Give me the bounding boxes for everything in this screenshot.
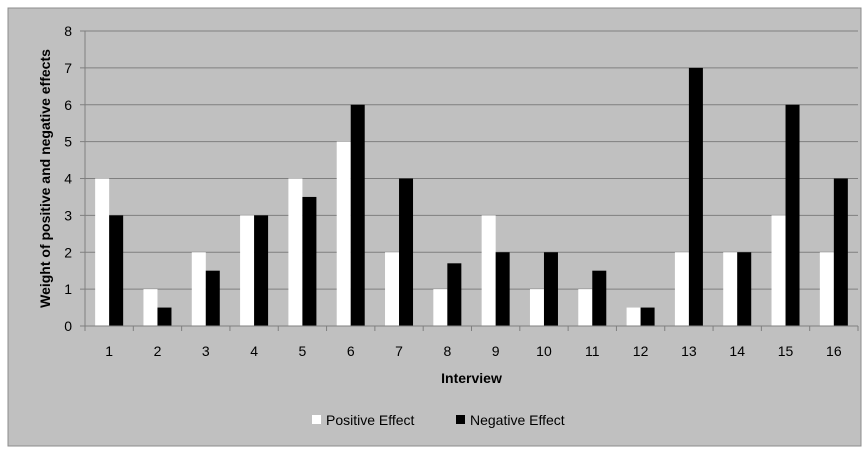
negative-effect-bar — [205, 270, 220, 326]
y-tick-label: 4 — [64, 171, 72, 187]
negative-effect-bar — [495, 252, 510, 326]
negative-effect-bar — [302, 196, 317, 326]
y-tick-label: 1 — [64, 281, 72, 297]
x-tick-label: 6 — [347, 343, 355, 359]
x-tick-label: 13 — [681, 343, 697, 359]
x-tick-label: 14 — [729, 343, 745, 359]
x-axis-ticks: 1 2 3 4 5 6 7 8 9 10 11 12 13 14 15 16 — [84, 326, 859, 359]
x-tick-label: 2 — [154, 343, 162, 359]
negative-effect-bar — [109, 215, 124, 326]
negative-effect-bar — [833, 178, 848, 326]
negative-effect-bar — [543, 252, 558, 326]
negative-effect-bar — [157, 307, 172, 326]
positive-effect-bar — [578, 289, 593, 326]
y-tick-label: 2 — [64, 244, 72, 260]
positive-effect-bar — [191, 252, 206, 326]
positive-effect-bar — [288, 178, 303, 326]
y-tick-label: 6 — [64, 97, 72, 113]
positive-effect-bar — [95, 178, 110, 326]
legend-swatch-negative — [456, 415, 465, 424]
x-tick-label: 4 — [250, 343, 258, 359]
x-tick-label: 12 — [633, 343, 649, 359]
y-axis-ticks: 0 1 2 3 4 5 6 7 8 — [64, 23, 85, 334]
positive-effect-bar — [626, 307, 641, 326]
positive-effect-bar — [723, 252, 738, 326]
negative-effect-bar — [254, 215, 269, 326]
bars — [95, 67, 848, 326]
x-tick-label: 8 — [443, 343, 451, 359]
positive-effect-bar — [385, 252, 400, 326]
chart-background — [7, 7, 862, 447]
x-tick-label: 3 — [202, 343, 210, 359]
y-tick-label: 5 — [64, 134, 72, 150]
positive-effect-bar — [674, 252, 689, 326]
positive-effect-bar — [240, 215, 255, 326]
x-tick-label: 16 — [826, 343, 842, 359]
legend-label: Negative Effect — [470, 412, 565, 428]
negative-effect-bar — [688, 67, 703, 326]
negative-effect-bar — [592, 270, 607, 326]
negative-effect-bar — [640, 307, 655, 326]
x-tick-label: 7 — [395, 343, 403, 359]
x-tick-label: 5 — [299, 343, 307, 359]
legend-swatch-positive — [312, 415, 321, 424]
x-tick-label: 1 — [105, 343, 113, 359]
x-tick-label: 11 — [585, 343, 600, 359]
y-axis-title: Weight of positive and negative effects — [37, 49, 53, 308]
positive-effect-bar — [433, 289, 448, 326]
x-axis-title: Interview — [441, 370, 502, 386]
y-tick-label: 0 — [64, 318, 72, 334]
positive-effect-bar — [143, 289, 158, 326]
negative-effect-bar — [447, 263, 462, 326]
positive-effect-bar — [481, 215, 496, 326]
negative-effect-bar — [785, 104, 800, 326]
negative-effect-bar — [737, 252, 752, 326]
x-tick-label: 9 — [492, 343, 500, 359]
y-tick-label: 3 — [64, 207, 72, 223]
positive-effect-bar — [771, 215, 786, 326]
negative-effect-bar — [399, 178, 414, 326]
positive-effect-bar — [819, 252, 834, 326]
y-tick-label: 7 — [64, 60, 72, 76]
y-tick-label: 8 — [64, 23, 72, 39]
legend-label: Positive Effect — [326, 412, 415, 428]
negative-effect-bar — [350, 104, 365, 326]
x-tick-label: 10 — [536, 343, 552, 359]
legend: Positive Effect Negative Effect — [312, 412, 565, 428]
positive-effect-bar — [336, 141, 351, 326]
x-tick-label: 15 — [778, 343, 794, 359]
positive-effect-bar — [529, 289, 544, 326]
